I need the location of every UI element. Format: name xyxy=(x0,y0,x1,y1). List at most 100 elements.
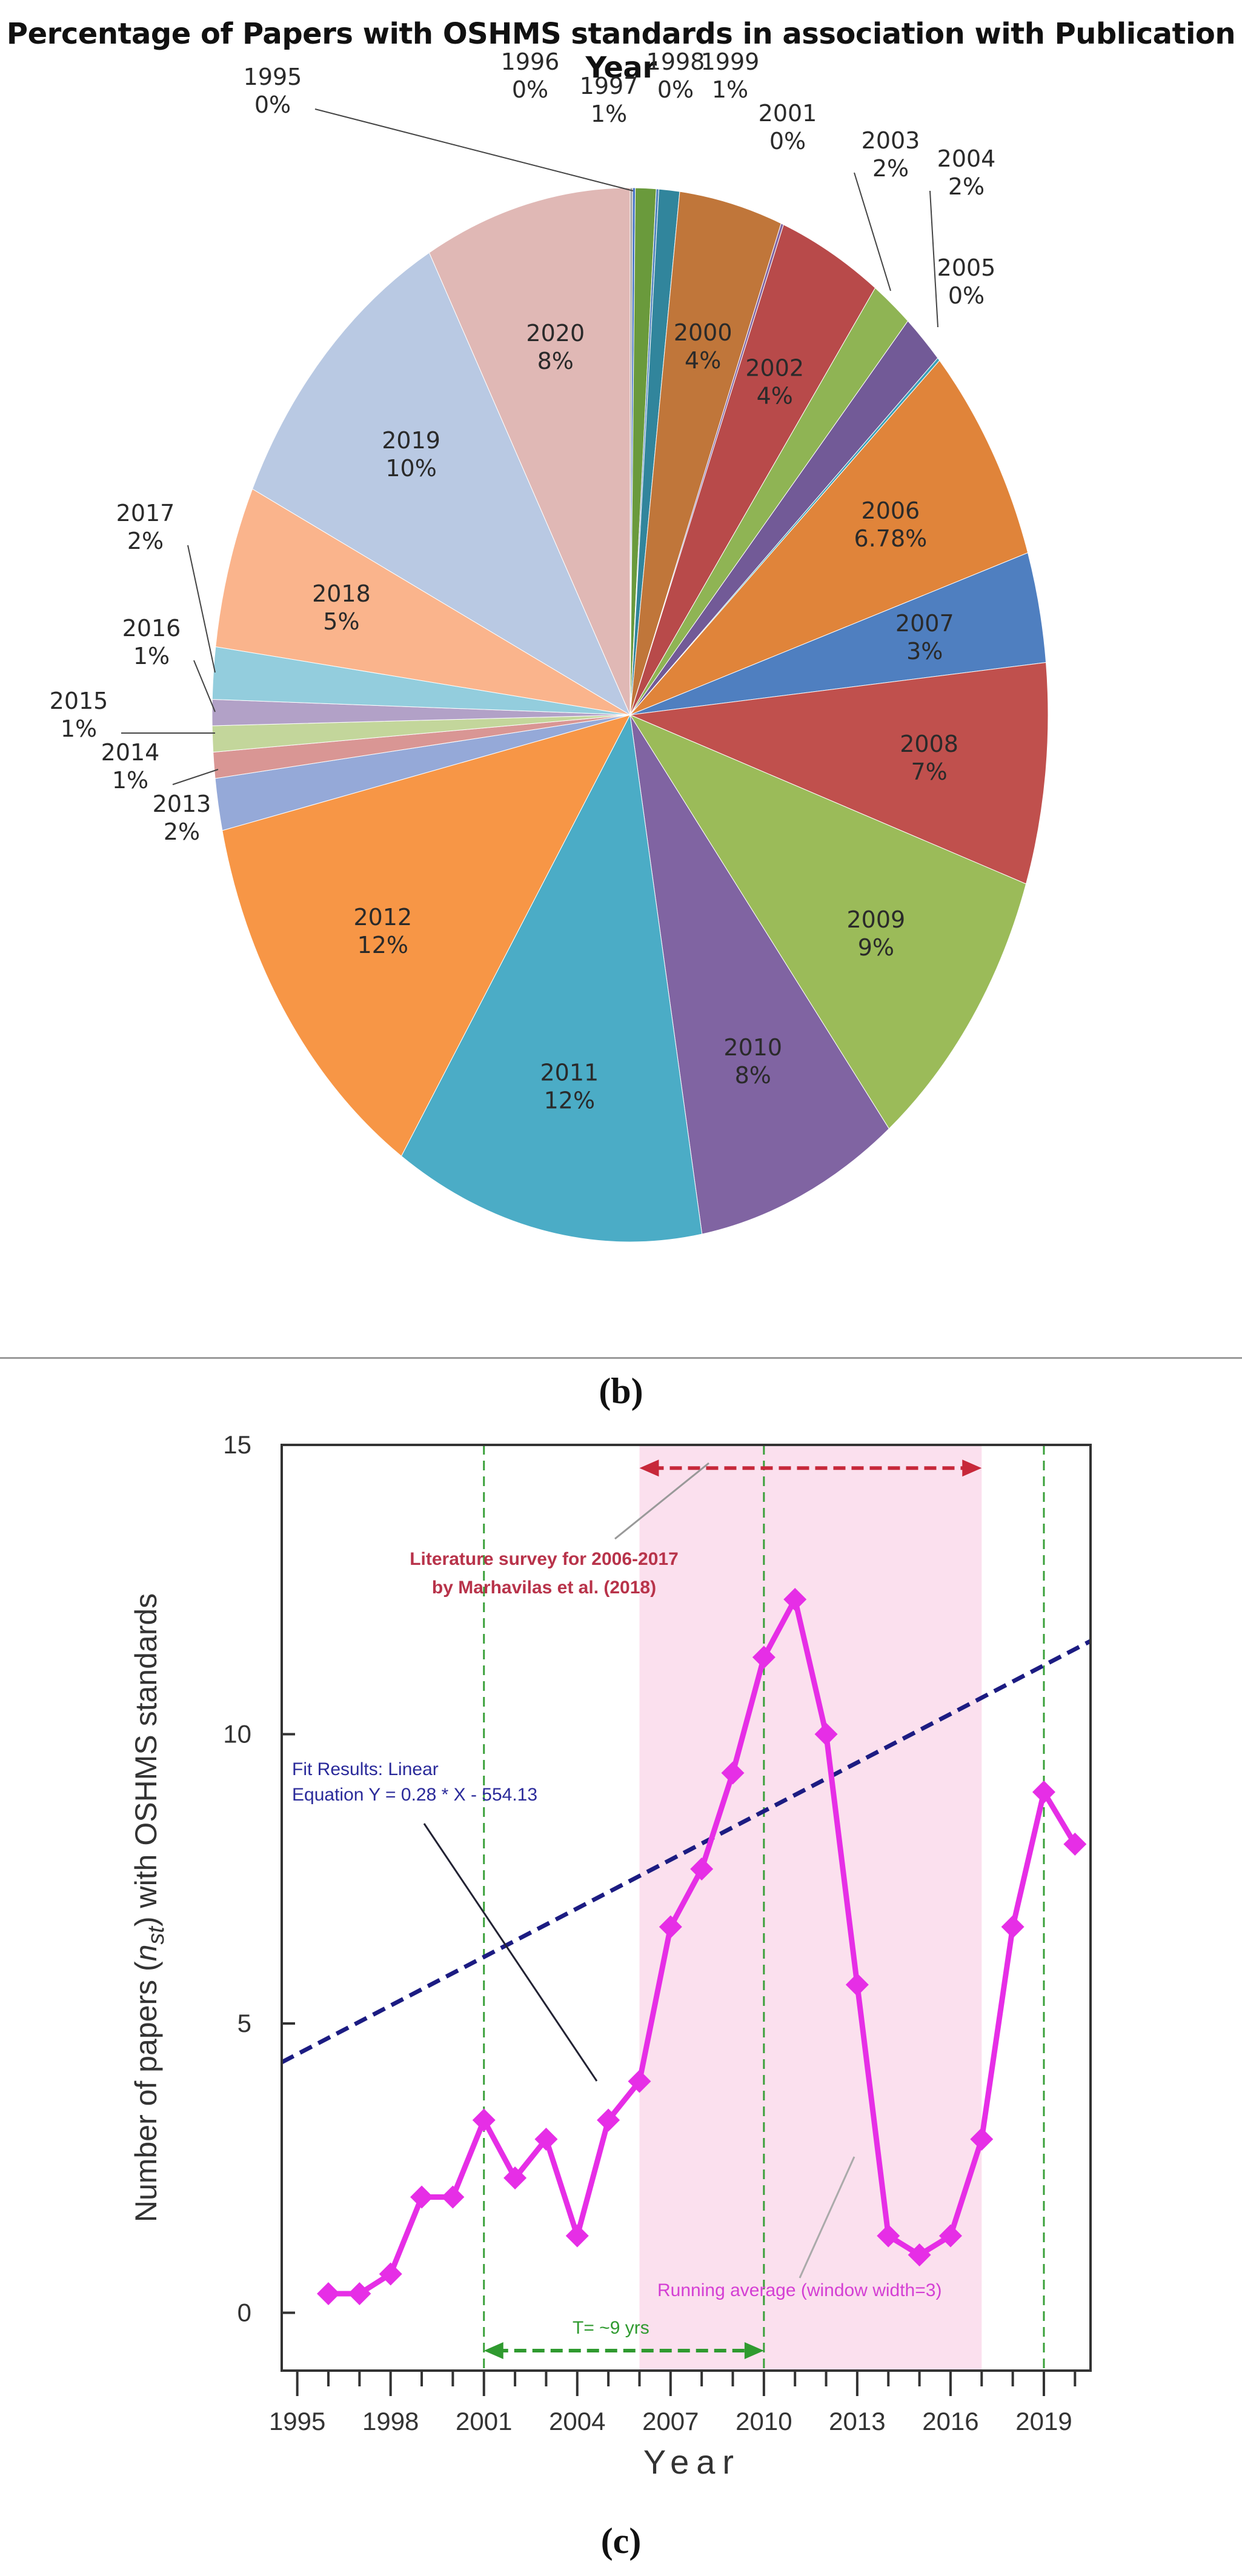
data-point-2019 xyxy=(1032,1781,1055,1804)
pie-label-year-2005: 2005 xyxy=(937,254,996,281)
y-tick-label-10: 10 xyxy=(223,1720,251,1748)
data-point-2003 xyxy=(534,2128,558,2151)
pie-slice-2012 xyxy=(222,714,631,1157)
pie-label-year-1998: 1998 xyxy=(646,48,705,75)
pie-label-year-2020: 2020 xyxy=(526,320,585,347)
pie-label-pct-2006: 6.78% xyxy=(854,525,928,552)
pie-label-year-2013: 2013 xyxy=(153,791,211,817)
y-tick-label-5: 5 xyxy=(237,2009,251,2037)
pie-label-year-1997: 1997 xyxy=(580,73,639,99)
pie-label-year-2009: 2009 xyxy=(847,906,906,933)
pie-label-pct-2002: 4% xyxy=(757,383,793,410)
pie-label-year-2007: 2007 xyxy=(895,610,954,637)
pie-label-year-2010: 2010 xyxy=(723,1034,782,1061)
pie-label-year-2011: 2011 xyxy=(540,1060,599,1086)
data-point-1997 xyxy=(348,2282,371,2305)
leader-line-2014 xyxy=(172,769,219,785)
running-annotation: Running average (window width=3) xyxy=(657,2280,941,2300)
data-point-2013 xyxy=(845,1973,869,1997)
survey-annotation-line1: Literature survey for 2006-2017 xyxy=(410,1549,679,1569)
data-point-2007 xyxy=(659,1915,682,1939)
pie-label-pct-1998: 0% xyxy=(657,76,694,103)
data-point-2010 xyxy=(752,1645,775,1669)
data-point-2015 xyxy=(908,2243,931,2266)
pie-label-pct-1995: 0% xyxy=(254,91,291,118)
x-tick-label-2016: 2016 xyxy=(922,2407,978,2435)
pie-label-pct-1997: 1% xyxy=(591,101,627,127)
survey-arrow xyxy=(639,1459,982,1477)
pie-slice-2008 xyxy=(629,662,1049,885)
fit-pointer xyxy=(423,1823,598,2082)
plot-frame xyxy=(281,1444,1092,2372)
pie-slice-2002 xyxy=(629,224,876,715)
pie-label-pct-2016: 1% xyxy=(133,643,170,669)
plot-background xyxy=(639,1445,982,2371)
pie-slice-2020 xyxy=(428,187,631,715)
survey-pointer xyxy=(614,1462,709,1540)
data-point-2011 xyxy=(783,1587,807,1611)
x-tick-label-1998: 1998 xyxy=(362,2407,419,2435)
pie-label-year-1999: 1999 xyxy=(701,48,760,75)
pie-label-year-2012: 2012 xyxy=(353,904,412,931)
x-tick-label-2010: 2010 xyxy=(736,2407,792,2435)
data-point-2009 xyxy=(721,1761,745,1785)
data-point-2006 xyxy=(628,2070,651,2093)
pie-label-year-2001: 2001 xyxy=(759,100,817,127)
pie-label-pct-2014: 1% xyxy=(112,767,148,794)
pie-label-pct-2018: 5% xyxy=(323,608,359,635)
pie-label-pct-2005: 0% xyxy=(948,282,985,309)
data-point-2016 xyxy=(938,2224,962,2248)
x-tick-label-2019: 2019 xyxy=(1015,2407,1072,2435)
pie-label-pct-2008: 7% xyxy=(911,759,947,785)
pie-label-year-2003: 2003 xyxy=(862,127,920,154)
data-point-1996 xyxy=(317,2282,340,2305)
pie-label-pct-1999: 1% xyxy=(712,76,748,103)
data-point-2008 xyxy=(690,1857,714,1881)
pie-label-year-2018: 2018 xyxy=(312,580,371,607)
panel-label-b: (b) xyxy=(599,1371,643,1411)
x-tick-label-1995: 1995 xyxy=(269,2407,325,2435)
data-point-2001 xyxy=(472,2108,496,2132)
x-tick-label-2001: 2001 xyxy=(456,2407,512,2435)
pie-label-pct-2003: 2% xyxy=(872,155,909,182)
period-label: T= ~9 yrs xyxy=(573,2318,649,2338)
pie-label-pct-1996: 0% xyxy=(512,76,548,103)
y-tick-label-15: 15 xyxy=(223,1430,251,1459)
x-tick-label-2007: 2007 xyxy=(642,2407,699,2435)
fit-annotation-line2: Equation Y = 0.28 * X - 554.13 xyxy=(292,1785,537,1805)
data-point-2020 xyxy=(1063,1832,1087,1856)
axes-group: 0 5 10 15 1995 1998 2001 2004 2007 2010 2013 2016 20… xyxy=(129,1430,1092,2481)
pie-label-pct-2000: 4% xyxy=(685,347,721,374)
pie-label-pct-2001: 0% xyxy=(769,128,806,154)
pie-label-year-1995: 1995 xyxy=(244,64,302,90)
leader-line-1995 xyxy=(314,108,634,191)
data-point-1998 xyxy=(379,2262,402,2286)
pie-label-year-2004: 2004 xyxy=(937,145,996,172)
pie-slice-2018 xyxy=(215,488,631,715)
fit-annotation-line1: Fit Results: Linear xyxy=(292,1759,439,1779)
x-axis-title: Year xyxy=(643,2443,741,2481)
pie-label-pct-2011: 12% xyxy=(544,1087,595,1114)
y-tick-label-0: 0 xyxy=(237,2299,251,2327)
period-arrow xyxy=(483,2342,764,2359)
pie-label-year-2017: 2017 xyxy=(116,500,175,526)
pie-slice-2009 xyxy=(629,714,1027,1129)
leader-line-2004 xyxy=(929,190,938,328)
pie-label-pct-2004: 2% xyxy=(948,173,985,200)
linear-fit-line xyxy=(281,1639,1092,2065)
pie-label-pct-2017: 2% xyxy=(127,528,164,554)
pie-label-pct-2019: 10% xyxy=(385,455,436,482)
data-point-2002 xyxy=(503,2166,527,2189)
data-point-2005 xyxy=(597,2108,620,2132)
data-point-2018 xyxy=(1001,1915,1024,1939)
pie-label-pct-2009: 9% xyxy=(858,934,894,961)
panel-label-c: (c) xyxy=(600,2521,642,2561)
data-point-2012 xyxy=(814,1722,838,1746)
pie-slice-2000 xyxy=(629,191,782,715)
pie-slice-2019 xyxy=(251,252,631,716)
leader-line-2017 xyxy=(187,545,216,673)
pie-label-year-2014: 2014 xyxy=(101,739,160,766)
leader-line-2003 xyxy=(854,172,891,291)
pie-label-year-1996: 1996 xyxy=(501,48,560,75)
